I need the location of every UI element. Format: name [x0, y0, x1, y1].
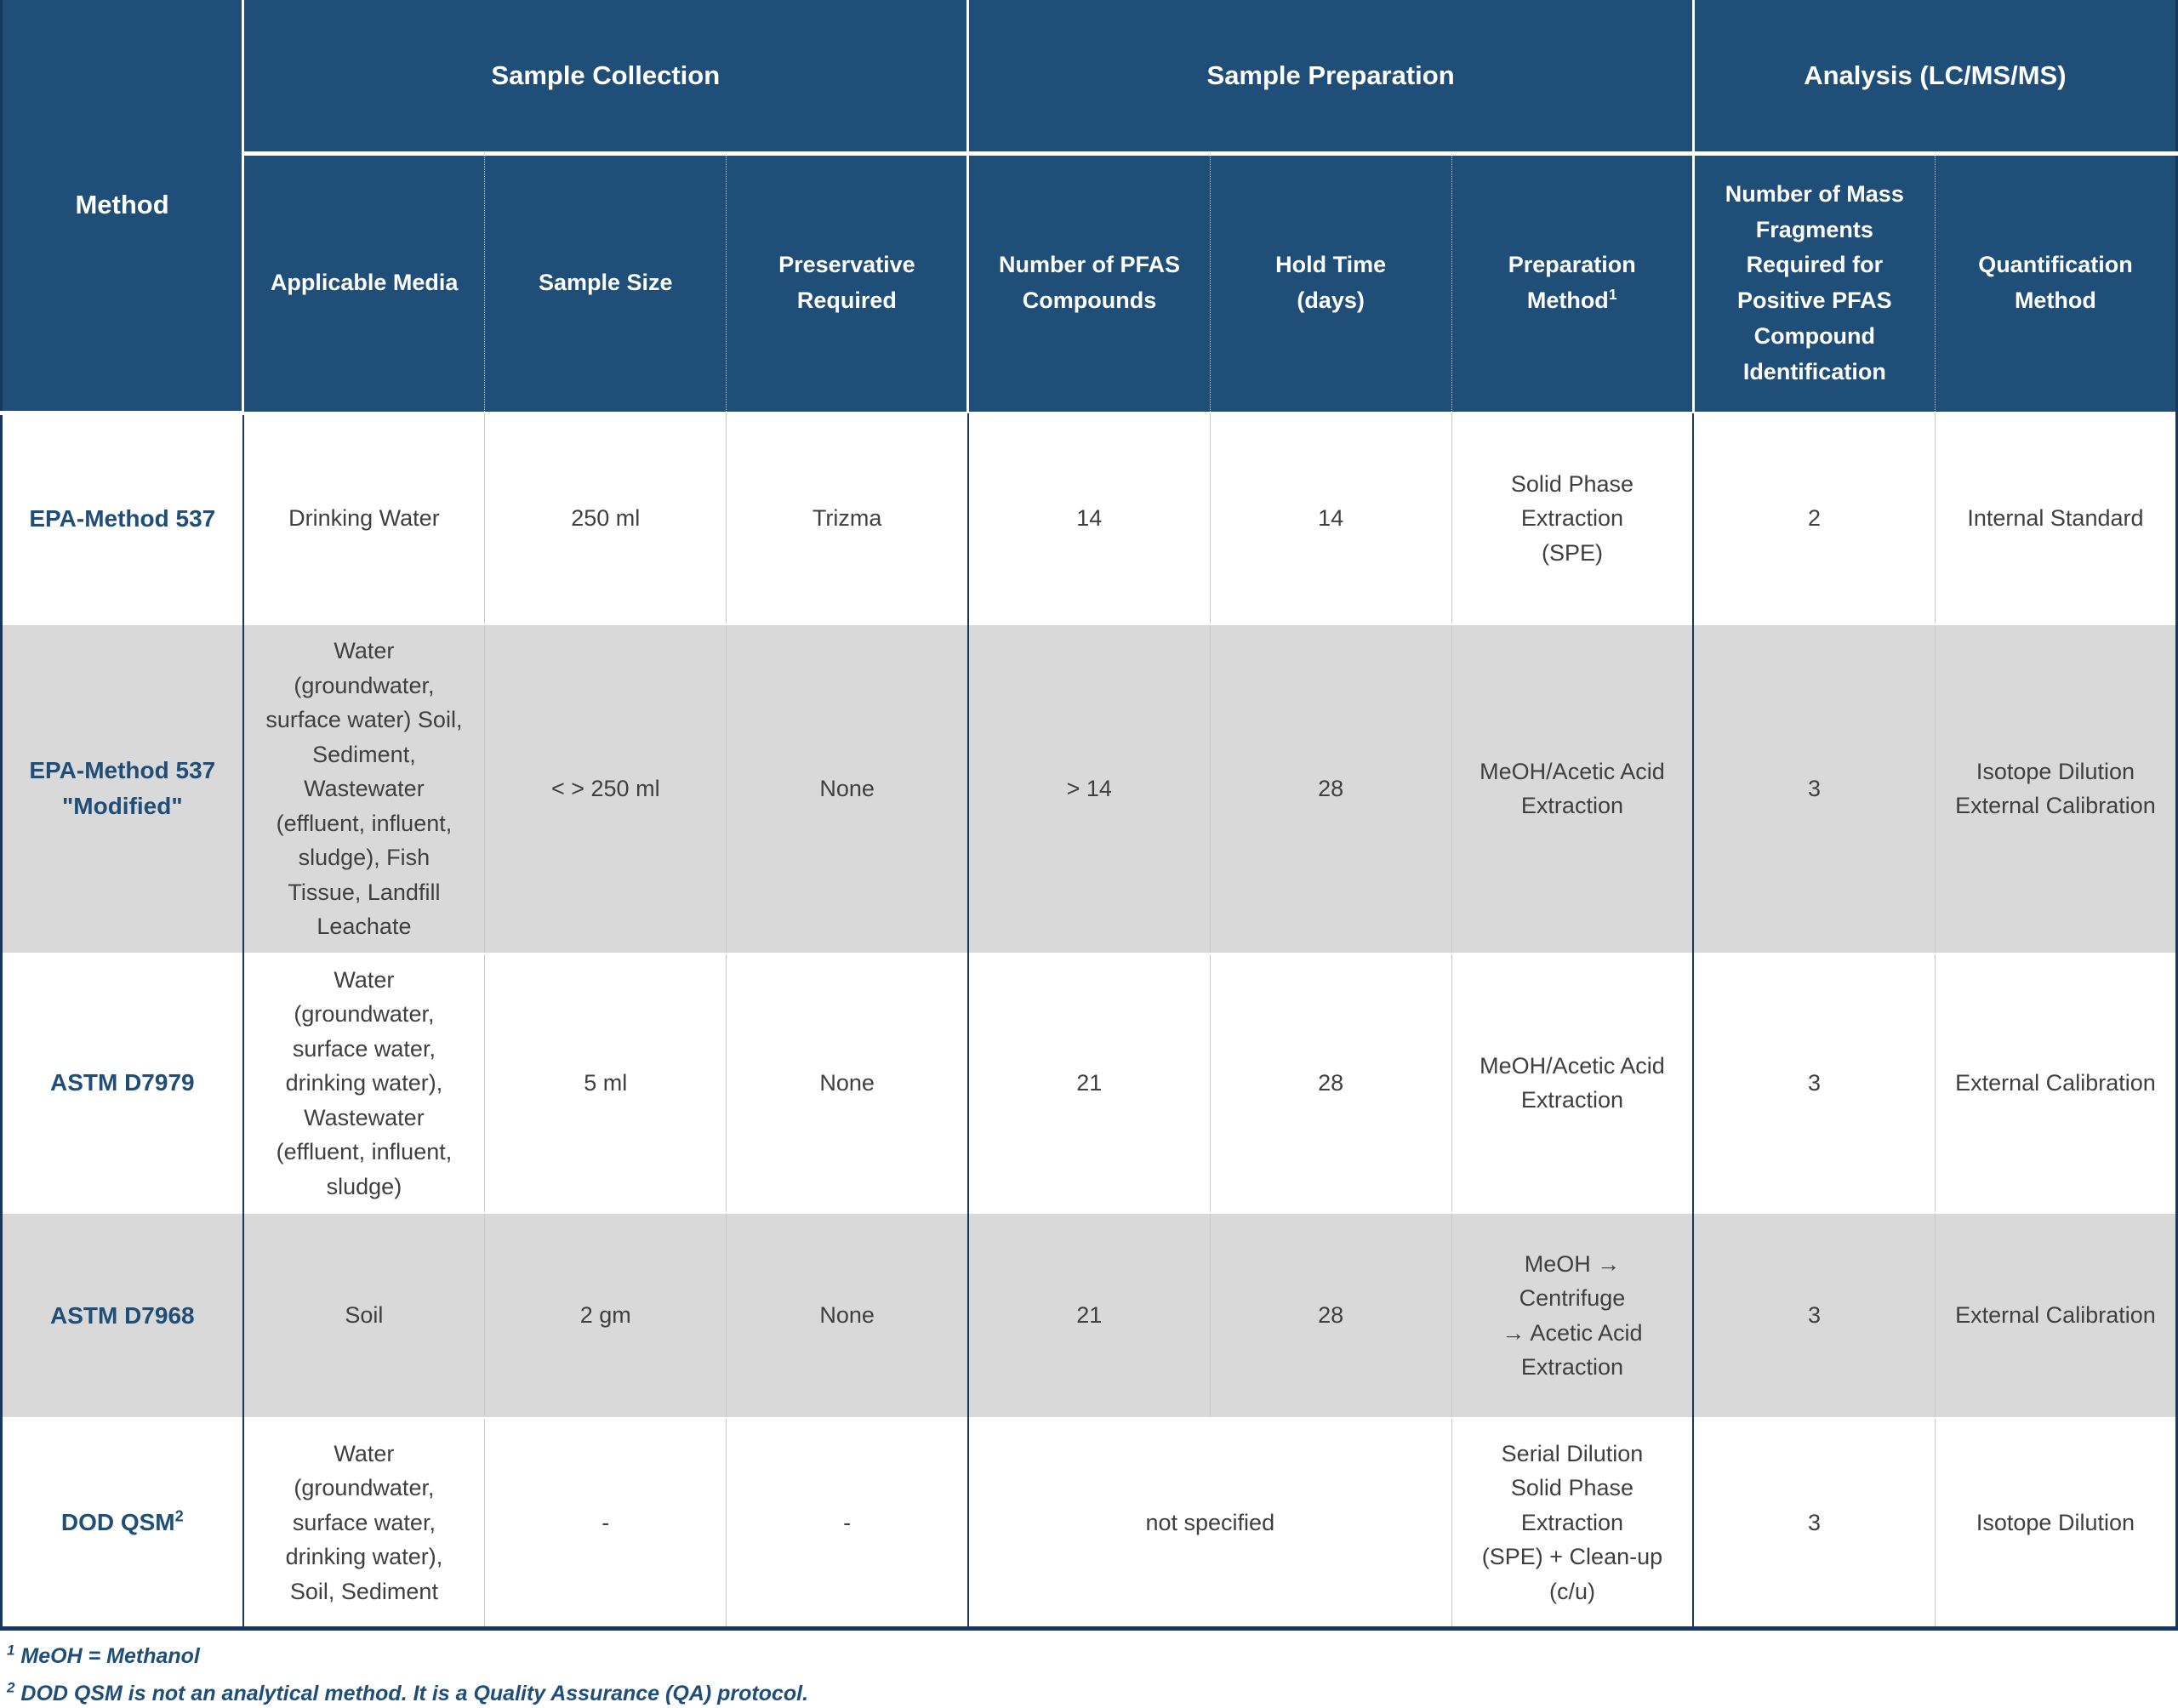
footnote-meoh: 1 MeOH = Methanol [7, 1643, 2178, 1671]
column-header-row: Applicable Media Sample Size Preservativ… [2, 153, 2177, 413]
table-header: Method Sample Collection Sample Preparat… [1, 0, 2177, 415]
footnote-dod-qsm: 2 DOD QSM is not an analytical method. I… [7, 1680, 2178, 1708]
cell-quantification: Internal Standard [1935, 412, 2177, 624]
cell-pfas-compounds: 21 [967, 952, 1211, 1213]
footnote-2-text: DOD QSM is not an analytical method. It … [14, 1682, 809, 1705]
cell-prep-method: Serial Dilution Solid Phase Extraction (… [1451, 1417, 1695, 1628]
cell-applicable-media: Water (groundwater, surface water) Soil,… [242, 623, 486, 954]
group-header-analysis: Analysis (LC/MS/MS) [1693, 0, 2177, 156]
col-header-sample-size: Sample Size [484, 153, 727, 413]
method-label: EPA-Method 537 [1, 412, 244, 624]
preparation-method-footnote-marker: 1 [1608, 286, 1617, 304]
cell-applicable-media: Soil [242, 1212, 486, 1418]
col-header-mass-fragments: Number of Mass Fragments Required for Po… [1693, 153, 1936, 413]
cell-preservative: - [726, 1417, 969, 1628]
cell-prep-method: MeOH/Acetic Acid Extraction [1451, 952, 1695, 1213]
col-header-preparation-method-label: Preparation Method [1508, 252, 1636, 314]
method-label: EPA-Method 537 "Modified" [1, 623, 244, 954]
cell-sample-size: 2 gm [484, 1212, 727, 1418]
cell-pfas-compounds: > 14 [967, 623, 1211, 954]
method-label: DOD QSM2 [1, 1417, 244, 1628]
col-header-preservative-required: Preservative Required [726, 153, 970, 413]
table-row-epa-537: EPA-Method 537 Drinking Water 250 ml Tri… [1, 412, 2177, 624]
cell-prep-method: MeOH/Acetic Acid Extraction [1451, 623, 1695, 954]
cell-mass-fragments: 3 [1693, 1417, 1936, 1628]
cell-applicable-media: Drinking Water [242, 412, 486, 624]
dod-qsm-footnote-marker: 2 [174, 1507, 184, 1525]
cell-applicable-media: Water (groundwater, surface water, drink… [242, 952, 486, 1213]
footnote-1-marker: 1 [7, 1642, 15, 1659]
method-label-text: DOD QSM [60, 1508, 175, 1535]
group-header-row: Method Sample Collection Sample Preparat… [1, 0, 2177, 415]
table-body: EPA-Method 537 Drinking Water 250 ml Tri… [1, 412, 2177, 1628]
cell-mass-fragments: 3 [1693, 952, 1936, 1213]
cell-hold-time: 28 [1210, 623, 1452, 954]
cell-sample-size: < > 250 ml [484, 623, 727, 954]
col-header-quantification-method: Quantification Method [1935, 153, 2177, 413]
cell-hold-time: 28 [1210, 1212, 1452, 1418]
cell-quantification: Isotope Dilution [1935, 1417, 2177, 1628]
col-header-preparation-method: Preparation Method1 [1451, 153, 1695, 413]
method-label: ASTM D7968 [1, 1212, 244, 1418]
cell-pfas-compounds: 21 [967, 1212, 1211, 1418]
table-row-epa-537-modified: EPA-Method 537 "Modified" Water (groundw… [1, 623, 2177, 954]
cell-not-specified: not specified [967, 1417, 1452, 1628]
col-header-method: Method [1, 0, 245, 415]
cell-quantification: Isotope Dilution External Calibration [1935, 623, 2177, 954]
col-header-applicable-media: Applicable Media [242, 153, 486, 413]
pfas-methods-table: Method Sample Collection Sample Preparat… [0, 0, 2178, 1631]
cell-mass-fragments: 3 [1693, 1212, 1936, 1418]
cell-preservative: None [726, 623, 969, 954]
cell-mass-fragments: 3 [1693, 623, 1936, 954]
table-row-astm-d7968: ASTM D7968 Soil 2 gm None 21 28 MeOH → C… [1, 1212, 2177, 1418]
cell-prep-method: Solid Phase Extraction (SPE) [1451, 412, 1695, 624]
table-row-astm-d7979: ASTM D7979 Water (groundwater, surface w… [1, 952, 2177, 1213]
cell-mass-fragments: 2 [1693, 412, 1936, 624]
table-row-dod-qsm: DOD QSM2 Water (groundwater, surface wat… [1, 1417, 2177, 1628]
cell-hold-time: 14 [1210, 412, 1452, 624]
cell-preservative: None [726, 952, 969, 1213]
method-label: ASTM D7979 [1, 952, 244, 1213]
cell-sample-size: 5 ml [484, 952, 727, 1213]
cell-preservative: Trizma [726, 412, 969, 624]
cell-applicable-media: Water (groundwater, surface water, drink… [242, 1417, 486, 1628]
cell-preservative: None [726, 1212, 969, 1418]
col-header-pfas-compounds: Number of PFAS Compounds [967, 153, 1211, 413]
group-header-sample-collection: Sample Collection [242, 0, 970, 156]
cell-prep-method: MeOH → Centrifuge → Acetic Acid Extracti… [1451, 1212, 1695, 1418]
cell-sample-size: 250 ml [484, 412, 727, 624]
footnote-1-text: MeOH = Methanol [14, 1643, 200, 1668]
footnotes: 1 MeOH = Methanol 2 DOD QSM is not an an… [0, 1631, 2178, 1708]
group-header-sample-preparation: Sample Preparation [967, 0, 1695, 156]
cell-quantification: External Calibration [1935, 952, 2177, 1213]
cell-sample-size: - [484, 1417, 727, 1628]
cell-quantification: External Calibration [1935, 1212, 2177, 1418]
col-header-hold-time: Hold Time (days) [1210, 153, 1452, 413]
cell-pfas-compounds: 14 [967, 412, 1211, 624]
footnote-2-marker: 2 [7, 1679, 15, 1696]
cell-hold-time: 28 [1210, 952, 1452, 1213]
